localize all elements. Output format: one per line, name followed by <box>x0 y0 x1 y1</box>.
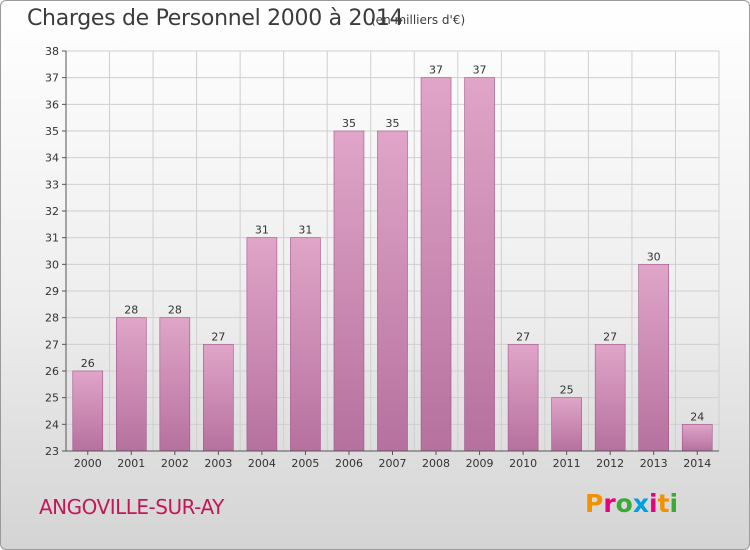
commune-name: ANGOVILLE-SUR-AY <box>39 495 224 519</box>
x-tick-label: 2011 <box>553 457 581 470</box>
x-tick-label: 2004 <box>248 457 276 470</box>
x-tick-label: 2008 <box>422 457 450 470</box>
y-tick-label: 26 <box>45 365 59 378</box>
bar <box>72 370 104 452</box>
y-tick-label: 37 <box>45 72 59 85</box>
y-tick-label: 35 <box>45 125 59 138</box>
data-label: 30 <box>647 250 661 263</box>
chart-subtitle: (en milliers d'€) <box>371 13 466 27</box>
data-label: 37 <box>473 64 487 77</box>
y-tick-label: 24 <box>45 418 59 431</box>
data-label: 27 <box>211 330 225 343</box>
y-tick-label: 31 <box>45 232 59 245</box>
data-label: 28 <box>168 304 182 317</box>
bar <box>116 317 147 452</box>
data-label: 25 <box>560 384 574 397</box>
logo-letter: t <box>657 489 670 518</box>
x-tick-label: 2002 <box>161 457 189 470</box>
bar <box>290 237 321 452</box>
bar <box>594 344 626 452</box>
x-tick-label: 2000 <box>74 457 102 470</box>
bar <box>246 237 278 452</box>
bars: 26 28 28 27 31 31 35 35 37 37 27 25 27 30 24 <box>72 64 713 452</box>
logo-letter: x <box>632 489 649 518</box>
y-tick-label: 29 <box>45 285 59 298</box>
x-tick-label: 2007 <box>379 457 407 470</box>
bar <box>333 130 365 452</box>
data-label: 27 <box>516 330 530 343</box>
bar <box>464 77 495 452</box>
y-tick-label: 34 <box>45 152 59 165</box>
bar <box>159 317 191 452</box>
data-label: 37 <box>429 64 443 77</box>
data-label: 31 <box>298 224 312 237</box>
y-tick-label: 30 <box>45 258 59 271</box>
y-tick-label: 23 <box>45 445 59 458</box>
logo-letter: o <box>615 489 633 518</box>
proxiti-logo[interactable]: Proxiti <box>585 489 678 518</box>
data-label: 26 <box>81 357 95 370</box>
data-label: 35 <box>386 117 400 130</box>
y-tick-label: 36 <box>45 98 59 111</box>
y-tick-label: 27 <box>45 338 59 351</box>
logo-letter: i <box>649 489 658 518</box>
x-tick-label: 2005 <box>291 457 319 470</box>
bar <box>507 344 539 452</box>
x-tick-label: 2013 <box>640 457 668 470</box>
data-label: 35 <box>342 117 356 130</box>
x-tick-label: 2012 <box>596 457 624 470</box>
bar <box>681 424 713 452</box>
logo-letter: r <box>603 489 616 518</box>
x-tick-label: 2006 <box>335 457 363 470</box>
data-label: 27 <box>603 330 617 343</box>
axes: 23 24 25 26 27 28 29 30 31 32 33 34 35 36 37 38 2000 2001… <box>45 45 719 470</box>
logo-letter: P <box>585 489 604 518</box>
x-tick-label: 2014 <box>683 457 711 470</box>
y-tick-label: 38 <box>45 45 59 58</box>
y-tick-label: 32 <box>45 205 59 218</box>
bar <box>420 77 452 452</box>
bar <box>203 344 234 452</box>
data-label: 24 <box>690 410 704 423</box>
x-tick-label: 2010 <box>509 457 537 470</box>
data-label: 31 <box>255 224 269 237</box>
y-tick-label: 33 <box>45 178 59 191</box>
bar <box>638 264 670 452</box>
logo-letter: i <box>669 489 679 518</box>
bar <box>551 397 582 452</box>
x-tick-label: 2009 <box>466 457 494 470</box>
chart-title: Charges de Personnel 2000 à 2014 <box>27 6 404 31</box>
x-tick-label: 2003 <box>204 457 232 470</box>
y-tick-label: 28 <box>45 312 59 325</box>
bar <box>377 130 408 452</box>
x-tick-label: 2001 <box>117 457 145 470</box>
data-label: 28 <box>124 304 138 317</box>
y-tick-label: 25 <box>45 392 59 405</box>
